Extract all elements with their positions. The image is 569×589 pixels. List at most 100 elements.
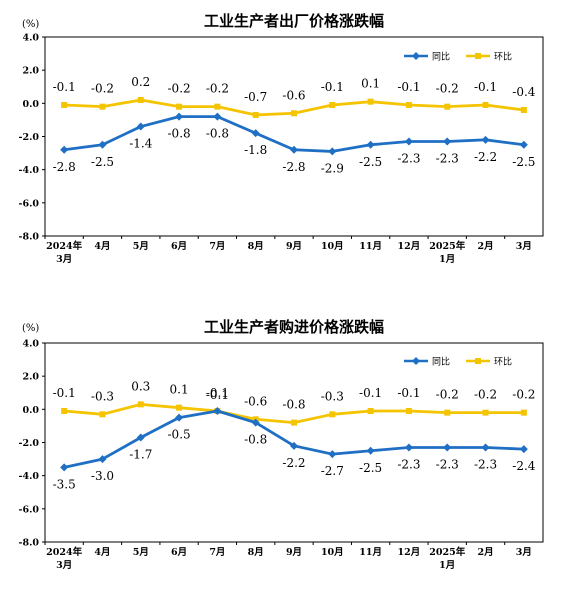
- data-label-yoy: -1.7: [129, 448, 152, 462]
- data-label-yoy: -0.1: [206, 388, 229, 402]
- data-label-mom: -0.2: [168, 82, 191, 96]
- y-tick-label: 0.0: [22, 99, 39, 110]
- data-label-mom: -0.2: [91, 82, 114, 96]
- data-label-yoy: -3.5: [53, 477, 76, 491]
- legend-label: 同比: [432, 51, 450, 63]
- data-point-yoy: [136, 433, 145, 442]
- data-label-yoy: -2.5: [512, 155, 535, 169]
- data-label-yoy: -2.9: [321, 161, 344, 175]
- y-tick-label: -2.0: [19, 438, 40, 449]
- x-tick-label: 5月: [133, 547, 149, 558]
- y-tick-label: -2.0: [19, 132, 40, 143]
- data-point-mom: [520, 106, 527, 113]
- data-label-mom: -0.1: [53, 80, 76, 94]
- data-label-yoy: -2.2: [282, 456, 305, 470]
- x-tick-label: 2月: [477, 241, 493, 252]
- y-unit-label: (%): [22, 323, 39, 334]
- data-point-yoy: [443, 137, 452, 146]
- y-tick-label: -4.0: [19, 471, 40, 482]
- data-label-yoy: -2.3: [436, 151, 459, 165]
- data-point-yoy: [404, 443, 413, 452]
- data-point-yoy: [251, 418, 260, 427]
- data-label-mom: -0.8: [282, 398, 305, 412]
- data-label-yoy: -2.2: [474, 150, 497, 164]
- data-label-mom: -0.1: [53, 386, 76, 400]
- data-point-mom: [329, 411, 336, 418]
- x-tick-label: 9月: [286, 547, 302, 558]
- x-tick-label: 3月: [516, 241, 532, 252]
- data-point-yoy: [481, 135, 490, 144]
- x-tick-label: 1月: [439, 560, 455, 571]
- x-tick-label: 11月: [359, 547, 382, 558]
- data-point-mom: [214, 103, 221, 110]
- data-point-yoy: [519, 445, 528, 454]
- data-label-mom: -0.6: [244, 394, 267, 408]
- y-tick-label: 4.0: [22, 33, 39, 44]
- data-point-yoy: [98, 140, 107, 149]
- x-tick-label: 7月: [209, 241, 225, 252]
- data-label-mom: -0.3: [321, 389, 344, 403]
- data-label-mom: 0.2: [131, 75, 150, 89]
- data-label-yoy: -1.8: [244, 143, 267, 157]
- data-label-mom: 0.3: [131, 379, 150, 393]
- data-label-yoy: -2.3: [397, 151, 420, 165]
- x-tick-label: 2024年: [46, 546, 82, 558]
- x-tick-label: 3月: [516, 547, 532, 558]
- data-label-yoy: -2.5: [359, 461, 382, 475]
- data-label-yoy: -0.5: [168, 428, 191, 442]
- data-label-mom: -0.7: [244, 90, 267, 104]
- data-point-yoy: [60, 145, 69, 154]
- data-label-mom: -0.2: [436, 82, 459, 96]
- y-tick-label: -8.0: [19, 538, 40, 549]
- legend-swatch-marker: [412, 52, 420, 60]
- x-tick-label: 6月: [171, 547, 187, 558]
- data-point-yoy: [213, 406, 222, 415]
- data-label-mom: -0.1: [474, 80, 497, 94]
- x-tick-label: 3月: [56, 560, 72, 571]
- data-label-yoy: -2.3: [397, 457, 420, 471]
- data-label-mom: -0.2: [474, 388, 497, 402]
- x-tick-label: 11月: [359, 241, 382, 252]
- data-point-yoy: [404, 137, 413, 146]
- x-tick-label: 10月: [321, 241, 344, 252]
- data-label-yoy: -2.4: [512, 459, 536, 473]
- data-label-yoy: -0.8: [168, 127, 191, 141]
- data-label-mom: -0.1: [397, 80, 420, 94]
- data-label-mom: -0.3: [91, 389, 114, 403]
- y-tick-label: -8.0: [19, 232, 40, 243]
- data-label-yoy: -0.8: [206, 127, 229, 141]
- y-tick-label: -4.0: [19, 165, 40, 176]
- legend: 同比 环比: [404, 356, 512, 368]
- x-tick-label: 8月: [248, 547, 264, 558]
- legend-label: 环比: [494, 356, 512, 368]
- legend-swatch-marker: [475, 53, 481, 59]
- data-point-mom: [444, 409, 451, 416]
- y-tick-label: -6.0: [19, 504, 40, 515]
- data-label-yoy: -2.3: [474, 457, 497, 471]
- data-label-mom: -0.6: [282, 88, 305, 102]
- data-point-mom: [367, 407, 374, 414]
- data-label-mom: -0.1: [321, 80, 344, 94]
- data-point-mom: [520, 409, 527, 416]
- data-label-mom: 0.1: [361, 77, 380, 91]
- data-point-mom: [291, 419, 297, 426]
- data-point-yoy: [213, 112, 222, 121]
- data-point-mom: [405, 101, 412, 108]
- y-tick-label: 2.0: [22, 66, 39, 77]
- data-point-mom: [329, 101, 336, 108]
- legend-label: 环比: [494, 51, 512, 63]
- chart-panel-2: 工业生产者购进价格涨跌幅 (%) 4.0 2.0 0.0 -2.0 -4.0 -6.0 -8.0…: [19, 318, 544, 571]
- data-point-mom: [99, 103, 106, 110]
- x-tick-label: 12月: [398, 547, 421, 558]
- legend-swatch-marker: [412, 357, 420, 365]
- data-point-yoy: [481, 443, 490, 452]
- data-point-yoy: [443, 443, 452, 452]
- x-tick-label: 3月: [56, 254, 72, 265]
- x-tick-label: 2月: [477, 547, 493, 558]
- data-point-yoy: [519, 140, 528, 149]
- data-label-mom: -0.2: [436, 388, 459, 402]
- data-label-mom: -0.1: [359, 386, 382, 400]
- data-point-yoy: [98, 455, 107, 464]
- data-point-mom: [176, 404, 183, 411]
- data-point-mom: [176, 103, 183, 110]
